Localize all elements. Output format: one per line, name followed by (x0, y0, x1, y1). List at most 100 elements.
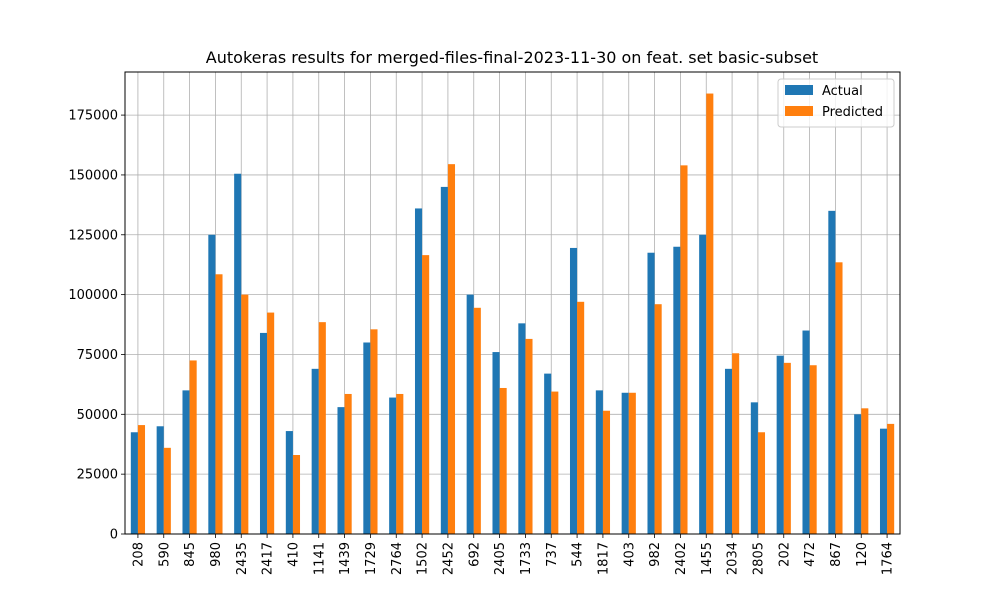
bar-actual-208 (131, 432, 138, 534)
bar-predicted-544 (577, 302, 584, 534)
x-tick-label: 544 (571, 542, 586, 567)
bar-actual-2034 (725, 369, 732, 534)
bar-actual-202 (777, 356, 784, 534)
y-tick-label: 125000 (68, 228, 118, 243)
bar-actual-737 (544, 374, 551, 534)
bar-actual-2435 (234, 174, 241, 534)
x-tick-label: 2764 (390, 542, 405, 575)
bar-actual-590 (157, 426, 164, 534)
bar-actual-1455 (699, 235, 706, 534)
bar-actual-980 (208, 235, 215, 534)
x-tick-label: 867 (829, 542, 844, 567)
x-axis: 208 590 845 980 2435 2417 410 1141 1439 1729 2764 1… (131, 534, 895, 575)
bar-actual-1729 (363, 342, 370, 534)
y-tick-label: 0 (110, 528, 118, 543)
x-tick-label: 2402 (674, 542, 689, 575)
bar-predicted-2435 (241, 295, 248, 534)
bar-actual-2417 (260, 333, 267, 534)
x-tick-label: 980 (209, 542, 224, 567)
legend-label-actual: Actual (822, 84, 863, 99)
bar-actual-1502 (415, 208, 422, 534)
x-tick-label: 1729 (364, 542, 379, 575)
bar-predicted-2417 (267, 313, 274, 534)
x-tick-label: 1733 (519, 542, 534, 575)
x-tick-label: 737 (545, 542, 560, 567)
bar-predicted-1733 (525, 339, 532, 534)
bar-actual-692 (467, 295, 474, 534)
bar-actual-2405 (492, 352, 499, 534)
bar-predicted-692 (474, 308, 481, 534)
bar-predicted-1729 (370, 329, 377, 534)
bar-actual-472 (802, 331, 809, 534)
bar-predicted-2402 (680, 165, 687, 534)
bar-predicted-1764 (887, 424, 894, 534)
bar-predicted-2764 (396, 394, 403, 534)
bar-predicted-845 (190, 360, 197, 534)
bar-actual-120 (854, 414, 861, 534)
chart-title: Autokeras results for merged-files-final… (206, 48, 818, 67)
bar-actual-1764 (880, 429, 887, 534)
bar-predicted-2405 (500, 388, 507, 534)
bar-actual-2764 (389, 398, 396, 534)
bar-predicted-2034 (732, 353, 739, 534)
y-tick-label: 100000 (68, 288, 118, 303)
bar-actual-410 (286, 431, 293, 534)
bar-actual-403 (622, 393, 629, 534)
bar-predicted-1455 (706, 94, 713, 534)
legend: Actual Predicted (778, 79, 894, 127)
bar-predicted-1817 (603, 411, 610, 534)
legend-swatch-actual (785, 85, 813, 95)
bar-predicted-472 (810, 365, 817, 534)
bar-predicted-2805 (758, 432, 765, 534)
bar-actual-1439 (337, 407, 344, 534)
bar-predicted-737 (551, 392, 558, 534)
x-tick-label: 2034 (726, 542, 741, 575)
x-tick-label: 410 (286, 542, 301, 567)
y-tick-label: 150000 (68, 168, 118, 183)
x-tick-label: 1141 (312, 542, 327, 575)
bar-actual-1817 (596, 390, 603, 534)
bar-actual-867 (828, 211, 835, 534)
x-tick-label: 2805 (751, 542, 766, 575)
x-tick-label: 2405 (493, 542, 508, 575)
x-tick-label: 1455 (700, 542, 715, 575)
x-tick-label: 2452 (441, 542, 456, 575)
y-tick-label: 50000 (77, 408, 118, 423)
bar-actual-982 (647, 253, 654, 534)
x-tick-label: 1439 (338, 542, 353, 575)
y-tick-label: 25000 (77, 468, 118, 483)
legend-swatch-predicted (785, 106, 813, 116)
x-tick-label: 202 (777, 542, 792, 567)
x-tick-label: 1817 (596, 542, 611, 575)
bar-predicted-982 (655, 304, 662, 534)
bar-predicted-2452 (448, 164, 455, 534)
bar-predicted-1439 (345, 394, 352, 534)
x-tick-label: 982 (648, 542, 663, 567)
x-tick-label: 208 (131, 542, 146, 567)
bar-predicted-403 (629, 393, 636, 534)
bar-predicted-208 (138, 425, 145, 534)
y-tick-label: 75000 (77, 348, 118, 363)
x-tick-label: 2417 (261, 542, 276, 575)
bar-actual-1141 (312, 369, 319, 534)
bar-predicted-590 (164, 448, 171, 534)
bar-actual-845 (182, 390, 189, 534)
x-tick-label: 845 (183, 542, 198, 567)
bar-predicted-410 (293, 455, 300, 534)
y-axis: 0 25000 50000 75000 100000 125000 150000 175000 (68, 109, 125, 543)
x-tick-label: 692 (467, 542, 482, 567)
bar-actual-544 (570, 248, 577, 534)
bar-predicted-980 (215, 274, 222, 534)
x-tick-label: 1502 (416, 542, 431, 575)
bar-predicted-120 (861, 408, 868, 534)
x-tick-label: 120 (855, 542, 870, 567)
y-tick-label: 175000 (68, 109, 118, 124)
bar-actual-1733 (518, 323, 525, 534)
bar-actual-2805 (751, 402, 758, 534)
bar-actual-2402 (673, 247, 680, 534)
bar-predicted-1502 (422, 255, 429, 534)
bars (131, 94, 894, 534)
x-tick-label: 2435 (235, 542, 250, 575)
x-tick-label: 403 (622, 542, 637, 567)
